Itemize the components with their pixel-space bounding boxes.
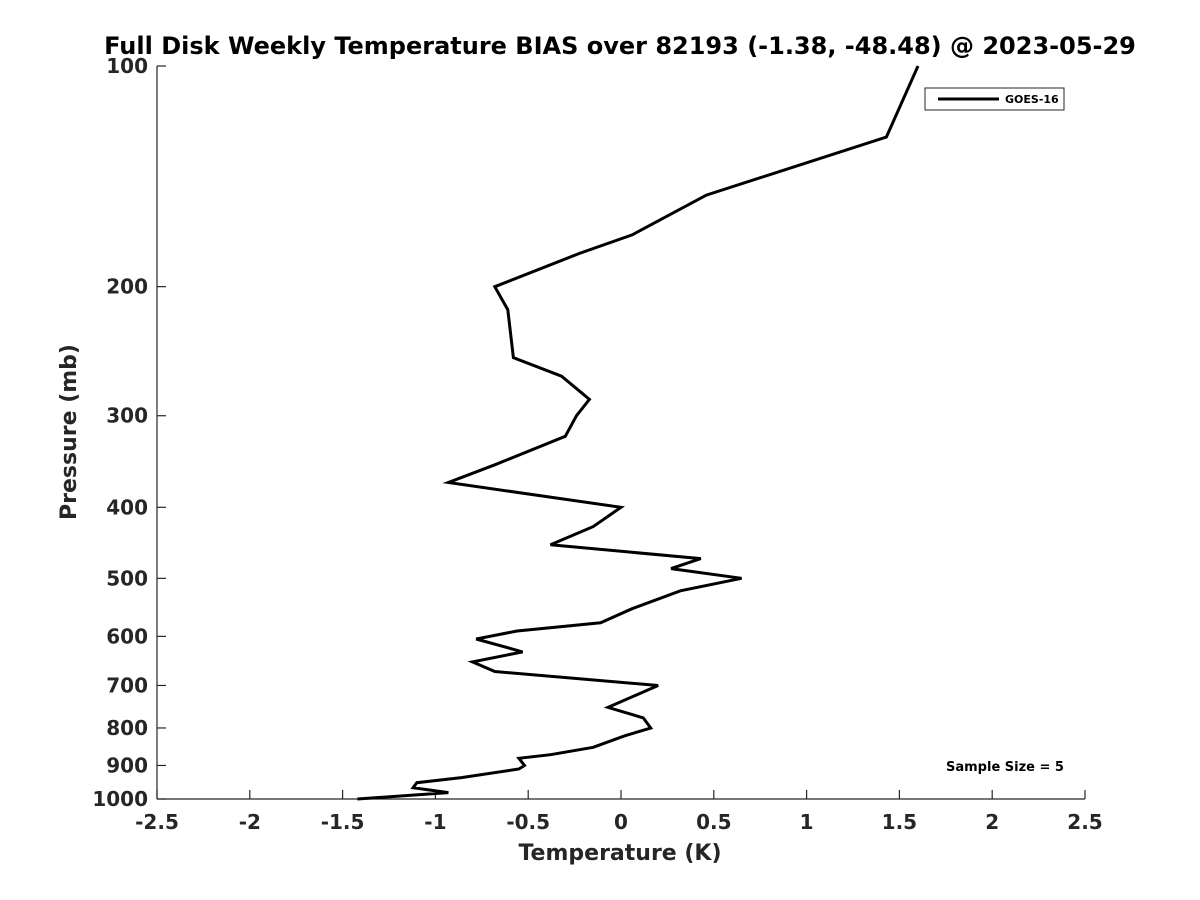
x-axis-label: Temperature (K) <box>518 841 721 866</box>
y-tick-label: 200 <box>106 275 148 299</box>
x-tick-label: 2 <box>985 810 999 834</box>
y-tick-label: 300 <box>106 404 148 428</box>
x-tick-label: 2.5 <box>1067 810 1102 834</box>
x-tick-label: -1.5 <box>321 810 365 834</box>
y-axis-label: Pressure (mb) <box>57 344 82 520</box>
x-tick-label: -2 <box>239 810 261 834</box>
x-tick-label: 0.5 <box>696 810 731 834</box>
y-tick-label: 500 <box>106 566 148 590</box>
x-tick-label: -0.5 <box>506 810 550 834</box>
x-tick-label: -1 <box>424 810 446 834</box>
y-tick-label: 800 <box>106 716 148 740</box>
axes: -2.5 -2 -1.5 -1 -0.5 0 0.5 1 1.5 2 2.5 100 200 300 400… <box>92 54 1102 834</box>
y-tick-label: 1000 <box>92 787 148 811</box>
x-tick-label: 1.5 <box>882 810 917 834</box>
chart-title: Full Disk Weekly Temperature BIAS over 8… <box>104 32 1136 60</box>
y-tick-label: 100 <box>106 54 148 78</box>
y-tick-label: 900 <box>106 753 148 777</box>
legend: GOES-16 <box>924 87 1065 111</box>
x-tick-label: -2.5 <box>135 810 179 834</box>
y-tick-label: 400 <box>106 495 148 519</box>
y-tick-label: 700 <box>106 673 148 697</box>
marks <box>357 65 920 801</box>
x-tick-label: 0 <box>614 810 628 834</box>
sample-size-annotation: Sample Size = 5 <box>946 760 1064 775</box>
legend-label: GOES-16 <box>1005 93 1059 106</box>
x-tick-label: 1 <box>800 810 814 834</box>
y-tick-label: 600 <box>106 624 148 648</box>
series-line-goes-16 <box>357 65 920 801</box>
